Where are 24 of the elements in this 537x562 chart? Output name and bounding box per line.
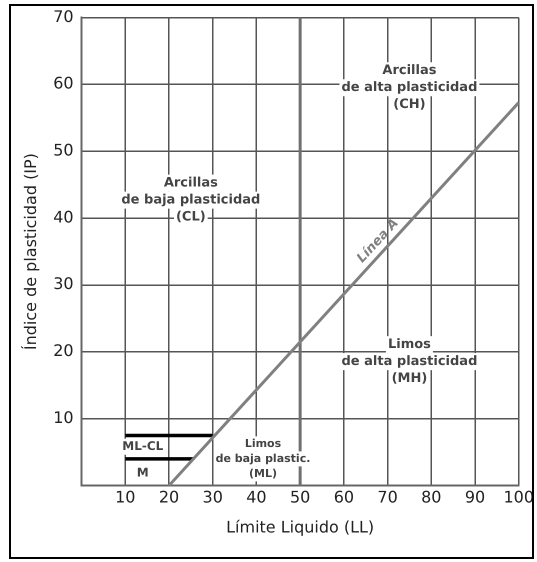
x-tick-label: 30 xyxy=(202,487,223,506)
x-tick-label: 10 xyxy=(115,487,136,506)
y-tick-label: 20 xyxy=(53,341,74,360)
y-tick-label: 60 xyxy=(53,74,74,93)
y-tick-label: 50 xyxy=(53,140,74,160)
x-tick-label: 50 xyxy=(290,487,310,506)
annotation: Limos de alta plasticidad (MH) xyxy=(341,336,478,386)
x-tick-label: 20 xyxy=(158,487,180,506)
x-axis-title: Límite Liquido (LL) xyxy=(226,518,374,537)
x-tick-label: 80 xyxy=(421,487,442,506)
y-tick-label: 10 xyxy=(53,408,74,427)
annotation: Limos de baja plastic. (ML) xyxy=(216,436,310,480)
y-tick-label: 70 xyxy=(53,6,74,26)
annotation: M xyxy=(136,466,149,480)
y-axis-title: Índice de plasticidad (IP) xyxy=(20,153,40,350)
x-tick-label: 60 xyxy=(334,487,354,506)
y-tick-label: 30 xyxy=(53,274,74,294)
x-tick-label: 70 xyxy=(377,487,398,506)
annotation: ML-CL xyxy=(122,438,164,453)
annotation: Arcillas de baja plasticidad (CL) xyxy=(121,175,260,224)
annotation: Arcillas de alta plasticidad (CH) xyxy=(341,63,478,112)
y-tick-label: 40 xyxy=(53,207,74,226)
x-tick-label: 40 xyxy=(246,487,267,506)
x-tick-label: 90 xyxy=(464,487,486,506)
